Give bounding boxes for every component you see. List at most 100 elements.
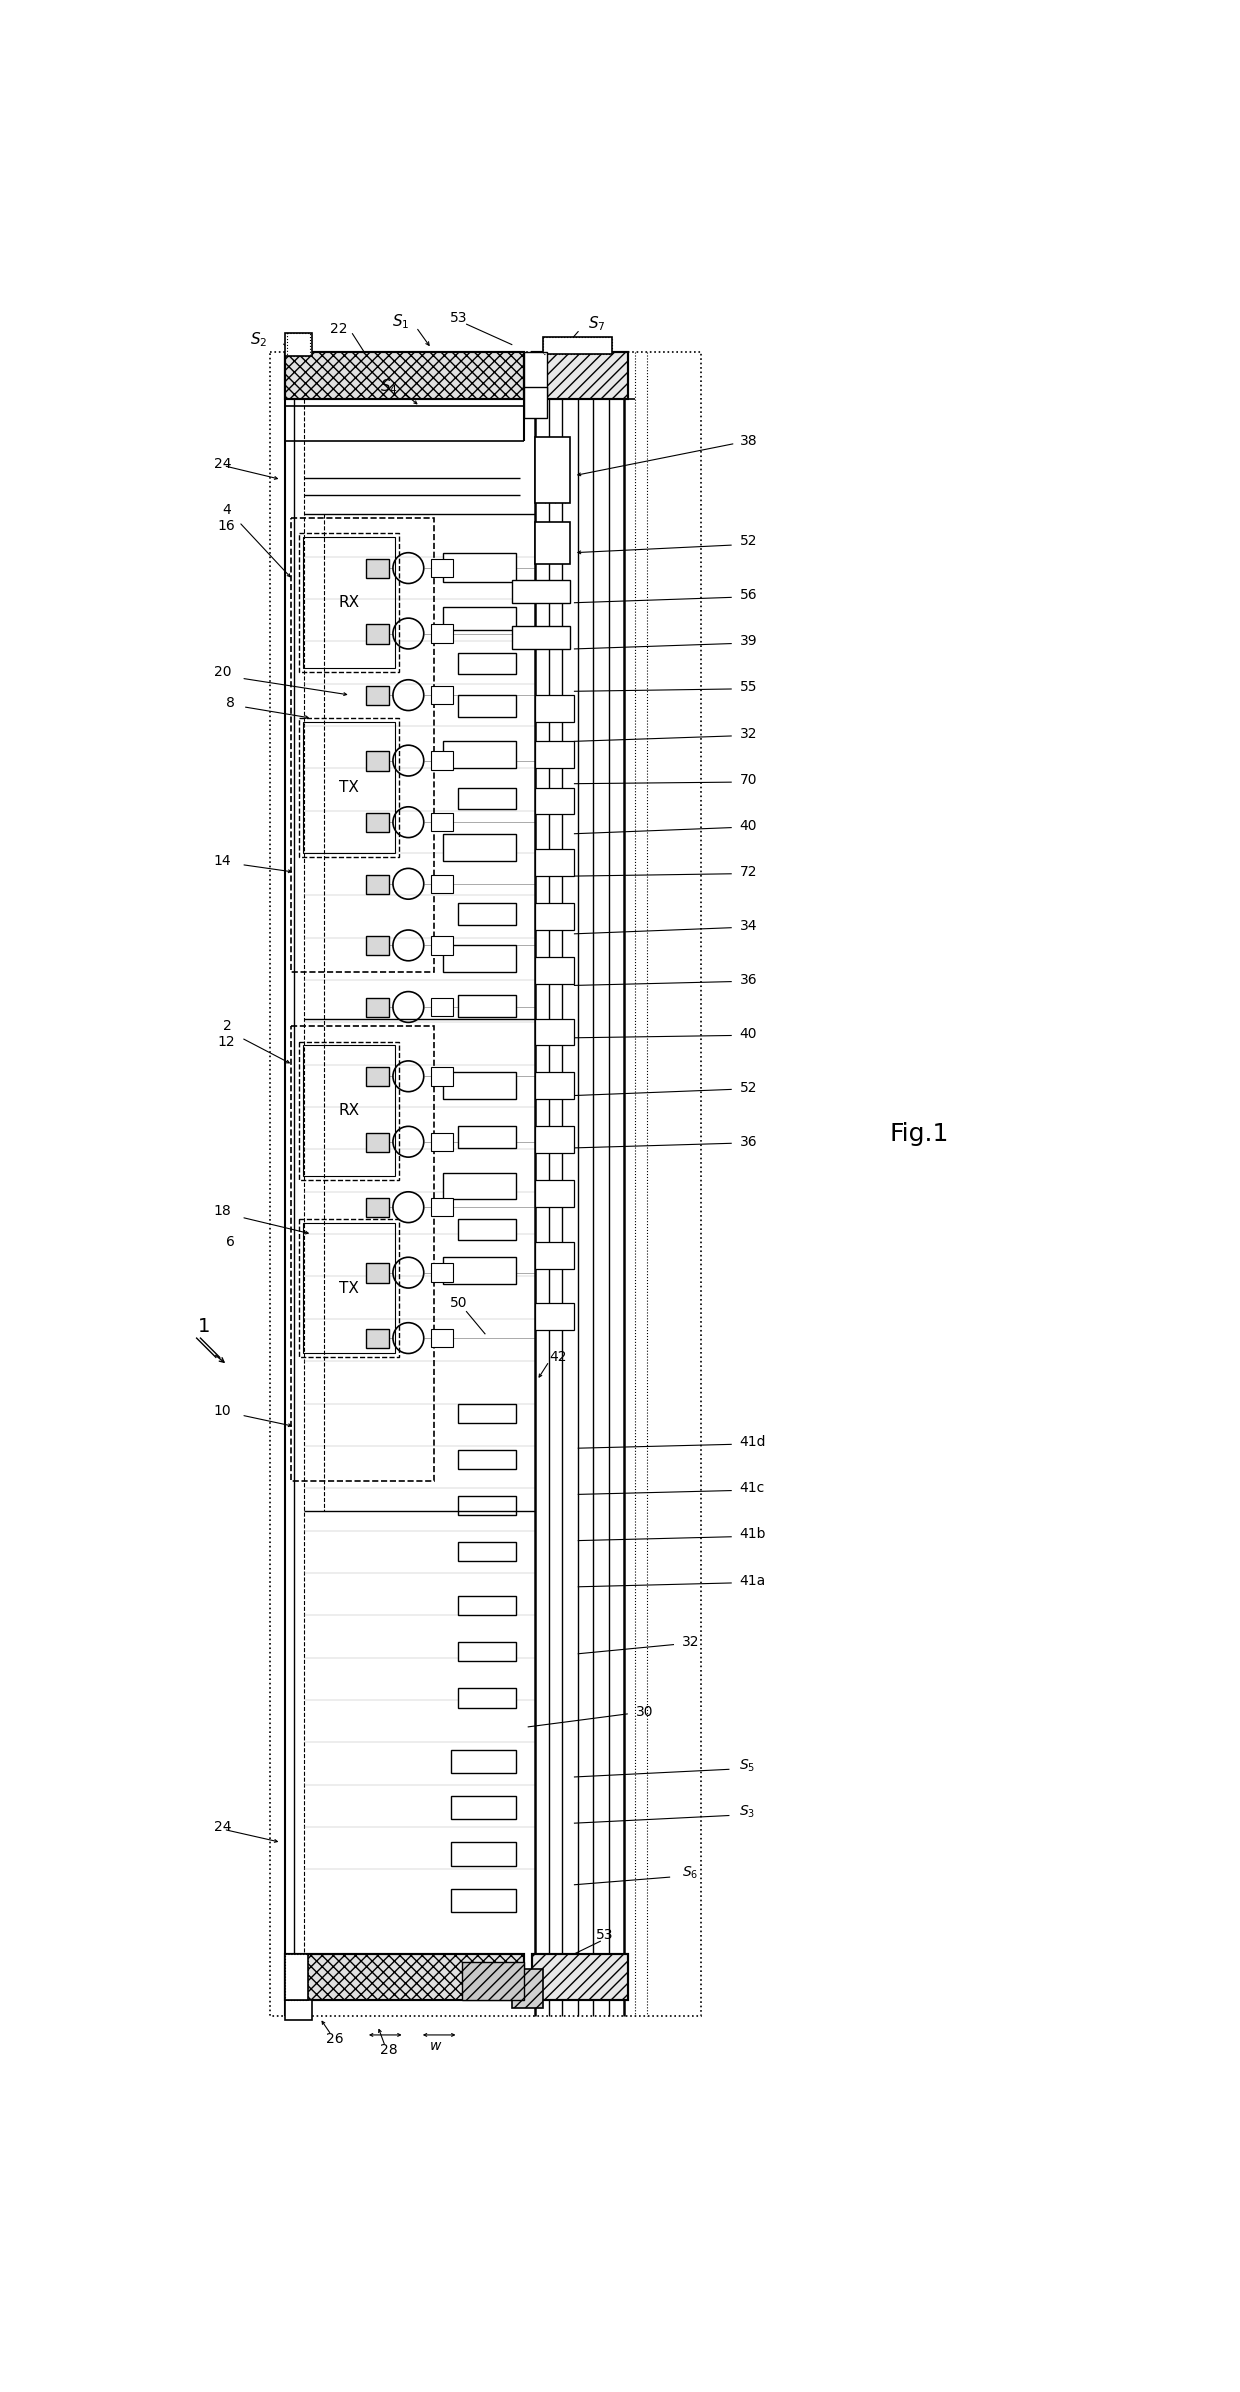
Bar [536, 1019, 574, 1045]
Text: 41d: 41d [739, 1435, 766, 1450]
Text: 53: 53 [450, 311, 467, 325]
Text: 32: 32 [682, 1636, 699, 1648]
Bar [459, 1495, 516, 1514]
Bar [432, 560, 453, 576]
Bar [532, 1954, 627, 2000]
Text: 14: 14 [213, 854, 231, 868]
Bar [432, 751, 453, 770]
Bar [463, 1961, 523, 2000]
Text: 55: 55 [739, 679, 756, 694]
Bar [512, 1969, 543, 2007]
Bar [459, 653, 516, 675]
Text: $S_3$: $S_3$ [739, 1804, 755, 1820]
Bar [366, 813, 389, 832]
Bar [512, 579, 570, 603]
Bar [459, 1404, 516, 1423]
Text: 56: 56 [739, 588, 758, 603]
Bar [299, 718, 399, 856]
Bar [536, 696, 574, 722]
Bar [303, 1222, 396, 1354]
Bar [366, 1131, 389, 1153]
Bar [536, 849, 574, 875]
Text: 50: 50 [450, 1296, 467, 1311]
Text: $S_7$: $S_7$ [588, 316, 606, 332]
Text: 40: 40 [739, 818, 756, 832]
Text: 20: 20 [213, 665, 231, 679]
Text: 24: 24 [213, 1820, 231, 1835]
Text: 41c: 41c [739, 1481, 765, 1495]
Bar [443, 553, 516, 581]
Bar [459, 1220, 516, 1241]
Text: $S_2$: $S_2$ [249, 330, 267, 349]
Bar [459, 995, 516, 1017]
Text: 28: 28 [381, 2043, 398, 2057]
Bar [285, 2000, 312, 2019]
Bar [432, 1067, 453, 1086]
Text: 40: 40 [739, 1026, 756, 1041]
Bar [443, 1258, 516, 1285]
Bar [432, 935, 453, 954]
Bar [443, 945, 516, 971]
Bar [443, 1172, 516, 1198]
Text: 26: 26 [326, 2031, 343, 2045]
Bar [432, 1330, 453, 1347]
Bar [543, 337, 613, 354]
Bar [299, 1220, 399, 1356]
Bar [532, 352, 627, 399]
Text: 30: 30 [635, 1705, 653, 1717]
Bar [432, 1131, 453, 1151]
Text: 32: 32 [739, 727, 756, 742]
Text: 10: 10 [213, 1404, 231, 1418]
Bar [536, 957, 574, 983]
Bar [366, 1330, 389, 1349]
Bar [536, 787, 574, 816]
Bar [443, 1072, 516, 1100]
Bar [536, 1241, 574, 1268]
Bar [366, 1067, 389, 1086]
Bar [532, 352, 627, 399]
Text: w: w [429, 2040, 441, 2052]
Text: 6: 6 [226, 1234, 236, 1249]
Bar [523, 352, 547, 395]
Text: 4: 4 [222, 502, 231, 517]
Bar [291, 1026, 434, 1481]
Bar [366, 560, 389, 579]
Bar [432, 813, 453, 832]
Text: 36: 36 [739, 1134, 758, 1148]
Bar [285, 352, 523, 399]
Bar [443, 608, 516, 629]
Bar [459, 1689, 516, 1708]
Bar [532, 1954, 627, 2000]
Bar [366, 935, 389, 954]
Bar [523, 388, 547, 419]
Text: 22: 22 [330, 323, 347, 337]
Bar [432, 1198, 453, 1218]
Text: 12: 12 [217, 1036, 236, 1048]
Text: 39: 39 [739, 634, 758, 648]
Bar [543, 337, 613, 354]
Bar [450, 1751, 516, 1772]
Bar [366, 687, 389, 706]
Text: 42: 42 [549, 1351, 567, 1363]
Bar [299, 1041, 399, 1179]
Bar [366, 1263, 389, 1282]
Text: RX: RX [339, 1103, 360, 1119]
Text: $S_6$: $S_6$ [682, 1866, 698, 1883]
Text: 52: 52 [739, 1081, 756, 1096]
Bar [285, 1954, 523, 2000]
Text: $S_4$: $S_4$ [381, 378, 398, 397]
Bar [512, 627, 570, 648]
Text: 16: 16 [217, 519, 236, 533]
Text: $S_1$: $S_1$ [392, 313, 409, 330]
Text: 8: 8 [226, 696, 236, 710]
Bar [366, 1198, 389, 1218]
Text: 41b: 41b [739, 1528, 766, 1540]
Bar [459, 696, 516, 718]
Bar [459, 1450, 516, 1469]
Bar [432, 624, 453, 643]
Bar [303, 538, 396, 667]
Bar [366, 751, 389, 770]
Bar [432, 1263, 453, 1282]
Text: 36: 36 [739, 974, 758, 988]
Text: 41a: 41a [739, 1574, 765, 1588]
